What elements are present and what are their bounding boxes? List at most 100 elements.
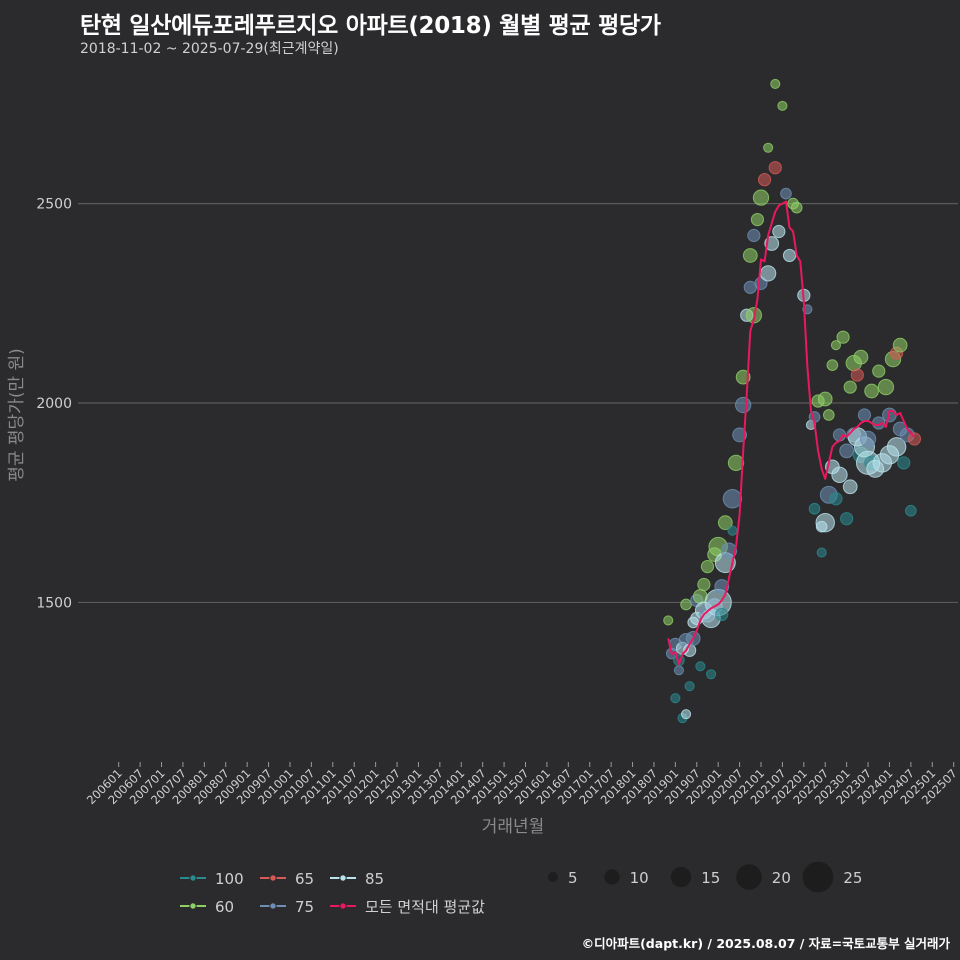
data-point: [675, 641, 690, 655]
data-point: [706, 598, 723, 615]
data-point: [817, 391, 833, 407]
data-point: [877, 378, 895, 396]
data-point: [707, 547, 722, 562]
x-tick-label: 201507: [491, 766, 532, 807]
data-point: [683, 643, 697, 657]
data-point: [853, 349, 869, 365]
data-point: [790, 201, 803, 214]
data-point: [727, 454, 745, 472]
x-tick-label: 201501: [469, 766, 510, 807]
y-axis-label: 평균 평당가(만 원): [7, 348, 27, 482]
data-point: [764, 236, 780, 251]
data-point: [872, 453, 893, 473]
x-tick-label: 202407: [876, 766, 917, 807]
y-tick-label: 2500: [36, 197, 72, 213]
data-point: [815, 520, 828, 533]
size-legend-circle: [548, 872, 558, 882]
x-tick-label: 201901: [641, 766, 682, 807]
data-points: [663, 78, 922, 724]
data-point: [847, 427, 868, 447]
data-point: [787, 197, 799, 210]
data-point: [722, 489, 743, 509]
data-point: [717, 515, 733, 531]
data-point: [697, 577, 711, 592]
x-tick-label: 202101: [726, 766, 767, 807]
data-point: [692, 589, 708, 604]
data-point: [743, 280, 757, 294]
data-point: [808, 411, 821, 423]
data-point: [802, 304, 813, 315]
data-point: [680, 598, 692, 611]
data-point: [684, 681, 695, 692]
data-point: [855, 450, 881, 475]
data-point: [704, 588, 732, 617]
data-point: [897, 456, 911, 470]
x-tick-label: 201407: [448, 766, 489, 807]
x-tick-label: 200607: [105, 766, 146, 807]
size-legend-label: 15: [701, 869, 720, 887]
avg-line-layer: [667, 200, 916, 666]
data-point: [853, 436, 875, 458]
x-tick-label: 201601: [512, 766, 553, 807]
x-tick-label: 202307: [833, 766, 874, 807]
x-tick-label: 201307: [405, 766, 446, 807]
size-legend-label: 10: [630, 869, 649, 887]
data-point: [850, 368, 864, 382]
data-point: [734, 396, 752, 414]
data-point: [747, 228, 761, 243]
size-legend-circle: [736, 864, 762, 890]
data-point: [892, 337, 908, 353]
data-point: [750, 212, 765, 227]
legend-marker-65: [269, 874, 277, 882]
data-point: [879, 445, 900, 465]
x-axis-label: 거래년월: [482, 817, 545, 837]
data-point: [673, 665, 684, 676]
legend-label-85: 85: [365, 870, 384, 888]
data-point: [670, 693, 681, 704]
legend-marker-모든 면적대 평균값: [339, 902, 347, 910]
data-point: [690, 611, 704, 626]
x-tick-label: 202301: [812, 766, 853, 807]
data-point: [777, 100, 788, 111]
data-point: [757, 173, 772, 187]
data-point: [811, 394, 825, 408]
data-point: [839, 443, 855, 459]
data-point: [857, 408, 872, 422]
data-point: [842, 479, 858, 495]
legend-marker-85: [339, 874, 347, 882]
x-tick-label: 200707: [148, 766, 189, 807]
x-tick-label: 201101: [298, 766, 339, 807]
legend-label-60: 60: [215, 898, 234, 916]
data-point: [690, 593, 704, 608]
data-point: [714, 552, 736, 574]
data-point: [700, 559, 715, 574]
x-tick-label: 202207: [790, 766, 831, 807]
data-point: [663, 615, 674, 626]
data-point: [797, 288, 811, 302]
x-tick-label: 202507: [919, 766, 960, 807]
x-tick-label: 200701: [127, 766, 168, 807]
legend-marker-75: [269, 902, 277, 910]
x-tick-label: 201401: [426, 766, 467, 807]
data-point: [886, 437, 907, 457]
data-point: [872, 364, 886, 378]
x-tick-label: 200901: [212, 766, 253, 807]
data-point: [899, 427, 915, 443]
data-point: [694, 601, 713, 620]
size-legend-circle: [670, 866, 692, 888]
data-point: [759, 265, 777, 282]
data-point: [735, 369, 751, 385]
size-legend-circle: [802, 861, 834, 893]
x-tick-label: 201201: [341, 766, 382, 807]
data-point: [845, 354, 862, 372]
data-point: [805, 419, 816, 431]
data-point: [889, 346, 904, 360]
x-tick-label: 201801: [598, 766, 639, 807]
x-tick-label: 200801: [170, 766, 211, 807]
size-legend-label: 20: [772, 869, 791, 887]
x-tick-label: 201707: [576, 766, 617, 807]
legend-label-65: 65: [295, 870, 314, 888]
data-point: [740, 308, 754, 322]
data-point: [846, 427, 862, 443]
